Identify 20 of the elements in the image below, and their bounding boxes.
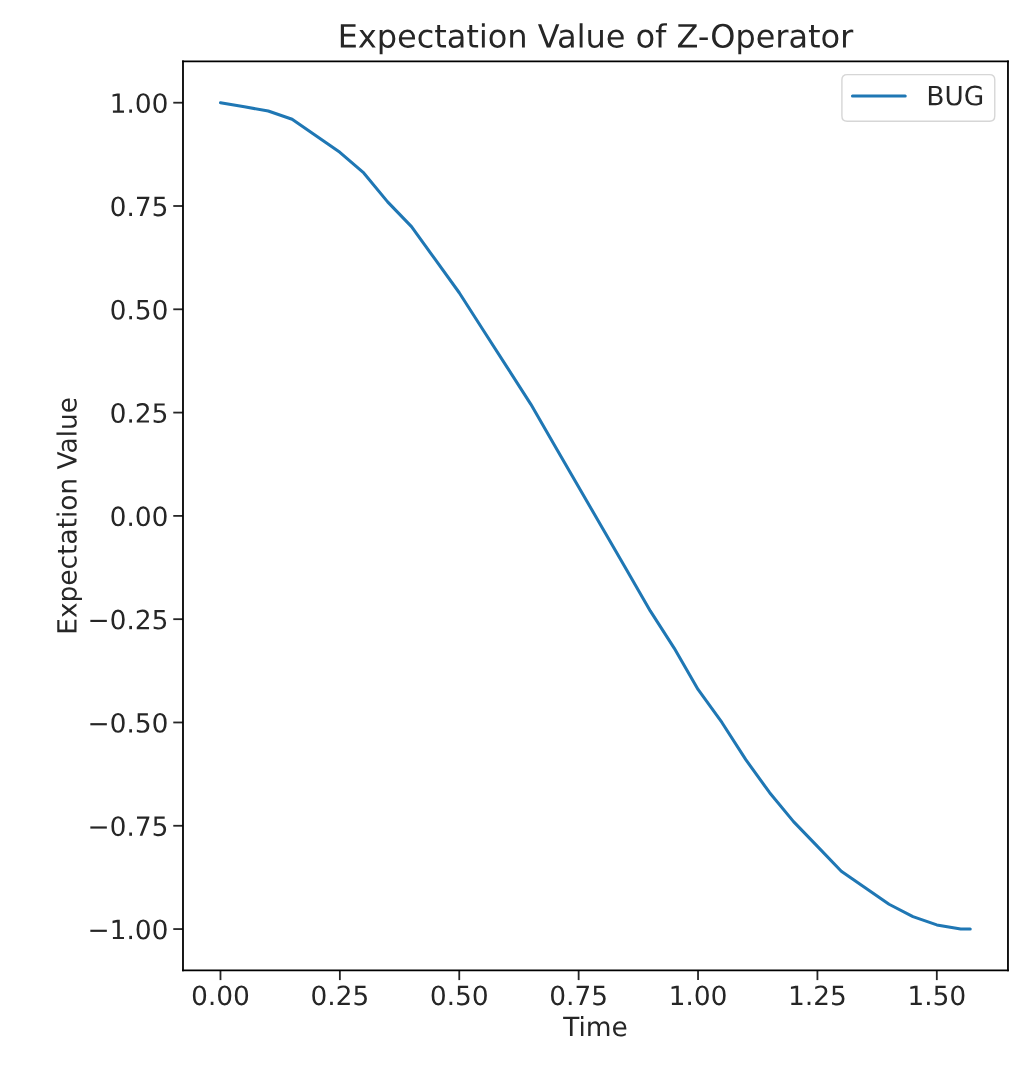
chart-title: Expectation Value of Z-Operator bbox=[340, 23, 854, 55]
y-axis-title: Expectation Value bbox=[56, 398, 82, 633]
x-axis-title: Time bbox=[563, 1016, 627, 1037]
x-tick-label: 0.75 bbox=[551, 985, 606, 1006]
x-tick-label: 0.25 bbox=[312, 985, 367, 1006]
x-tick-label: 0.00 bbox=[192, 985, 249, 1006]
x-tick-label: 0.50 bbox=[431, 985, 487, 1006]
y-tick-label: −0.25 bbox=[90, 609, 167, 630]
x-tick-label: 1.50 bbox=[910, 985, 965, 1006]
y-tick-label: 0.25 bbox=[111, 403, 167, 423]
legend-label: BUG bbox=[928, 85, 983, 106]
y-tick-label: −1.00 bbox=[90, 919, 167, 940]
y-tick-label: −0.75 bbox=[90, 816, 167, 837]
x-tick-label: 1.25 bbox=[790, 985, 845, 1006]
y-tick-label: 0.00 bbox=[111, 506, 167, 527]
y-tick-label: −0.50 bbox=[90, 712, 167, 733]
y-tick-label: 1.00 bbox=[112, 93, 167, 114]
y-tick-label: 0.50 bbox=[111, 299, 167, 320]
x-tick-label: 1.00 bbox=[671, 985, 726, 1006]
y-tick-label: 0.75 bbox=[111, 196, 167, 217]
